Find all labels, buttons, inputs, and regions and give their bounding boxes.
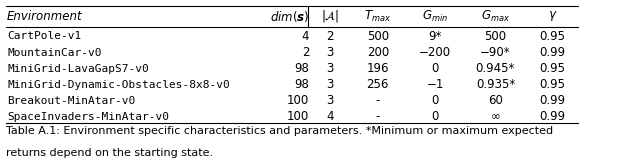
- Text: 0.945*: 0.945*: [476, 62, 515, 75]
- Text: MiniGrid-Dynamic-Obstacles-8x8-v0: MiniGrid-Dynamic-Obstacles-8x8-v0: [7, 80, 230, 90]
- Text: Breakout-MinAtar-v0: Breakout-MinAtar-v0: [7, 96, 135, 106]
- Text: −1: −1: [426, 78, 444, 91]
- Text: CartPole-v1: CartPole-v1: [7, 31, 81, 41]
- Text: 4: 4: [302, 30, 309, 43]
- Text: 3: 3: [326, 46, 334, 59]
- Text: $\gamma$: $\gamma$: [548, 10, 557, 24]
- Text: 0.95: 0.95: [540, 78, 566, 91]
- Text: 0: 0: [431, 110, 438, 123]
- Text: ∞: ∞: [490, 110, 500, 123]
- Text: 3: 3: [326, 94, 334, 107]
- Text: 3: 3: [326, 62, 334, 75]
- Text: 0.99: 0.99: [540, 46, 566, 59]
- Text: $|\mathcal{A}|$: $|\mathcal{A}|$: [321, 8, 339, 24]
- Text: 98: 98: [294, 62, 309, 75]
- Text: 3: 3: [326, 78, 334, 91]
- Text: 500: 500: [484, 30, 506, 43]
- Text: 0: 0: [431, 94, 438, 107]
- Text: 98: 98: [294, 78, 309, 91]
- Text: 256: 256: [367, 78, 389, 91]
- Text: 60: 60: [488, 94, 503, 107]
- Text: Table A.1: Environment specific characteristics and parameters. *Minimum or maxi: Table A.1: Environment specific characte…: [6, 126, 553, 136]
- Text: 0.99: 0.99: [540, 94, 566, 107]
- Text: 2: 2: [302, 46, 309, 59]
- Text: 0: 0: [431, 62, 438, 75]
- Text: 4: 4: [326, 110, 334, 123]
- Text: 200: 200: [367, 46, 389, 59]
- Text: −200: −200: [419, 46, 451, 59]
- Text: SpaceInvaders-MinAtar-v0: SpaceInvaders-MinAtar-v0: [7, 112, 169, 122]
- Text: $G_{min}$: $G_{min}$: [422, 9, 448, 24]
- Text: MountainCar-v0: MountainCar-v0: [7, 48, 102, 58]
- Text: 0.95: 0.95: [540, 62, 566, 75]
- Text: Environment: Environment: [7, 10, 83, 23]
- Text: 100: 100: [287, 110, 309, 123]
- Text: $G_{max}$: $G_{max}$: [481, 9, 510, 24]
- Text: 9*: 9*: [428, 30, 442, 43]
- Text: returns depend on the starting state.: returns depend on the starting state.: [6, 148, 213, 158]
- Text: -: -: [376, 94, 380, 107]
- Text: 0.99: 0.99: [540, 110, 566, 123]
- Text: $dim(\boldsymbol{s})$: $dim(\boldsymbol{s})$: [270, 9, 309, 24]
- Text: 500: 500: [367, 30, 389, 43]
- Text: 100: 100: [287, 94, 309, 107]
- Text: 196: 196: [367, 62, 389, 75]
- Text: $T_{max}$: $T_{max}$: [364, 9, 392, 24]
- Text: MiniGrid-LavaGapS7-v0: MiniGrid-LavaGapS7-v0: [7, 64, 148, 74]
- Text: 0.95: 0.95: [540, 30, 566, 43]
- Text: -: -: [376, 110, 380, 123]
- Text: 0.935*: 0.935*: [476, 78, 515, 91]
- Text: −90*: −90*: [480, 46, 511, 59]
- Text: 2: 2: [326, 30, 334, 43]
